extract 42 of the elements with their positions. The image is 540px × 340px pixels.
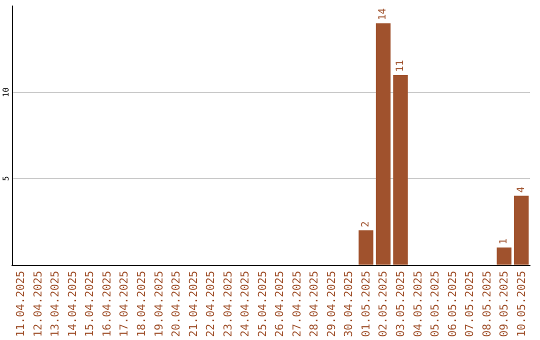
x-tick-label: 04.05.2025 (411, 270, 424, 338)
x-tick-label: 08.05.2025 (480, 270, 494, 338)
bar (358, 230, 374, 265)
x-tick-label: 25.04.2025 (256, 270, 269, 338)
x-tick-label: 17.04.2025 (118, 270, 131, 338)
x-tick-label: 09.05.2025 (498, 270, 511, 338)
x-tick-label: 01.05.2025 (359, 270, 372, 338)
data-label: 2 (360, 221, 372, 228)
x-tick-label: 22.04.2025 (204, 270, 218, 338)
x-tick-label: 15.04.2025 (83, 270, 96, 338)
bar (514, 196, 529, 265)
x-tick-label: 24.04.2025 (238, 270, 252, 338)
x-tick-label: 14.04.2025 (66, 270, 79, 338)
x-tick-label: 27.04.2025 (290, 270, 304, 338)
x-tick-label: 10.05.2025 (514, 270, 528, 338)
x-tick-label: 21.04.2025 (186, 270, 200, 338)
x-tick-label: 30.04.2025 (342, 270, 356, 338)
x-tick-label: 28.04.2025 (308, 270, 321, 338)
data-label: 11 (395, 60, 406, 72)
x-tick-label: 11.04.2025 (14, 270, 28, 338)
x-tick-label: 13.04.2025 (48, 270, 62, 338)
y-tick-label: 10 (2, 87, 10, 98)
bar (376, 23, 391, 265)
y-tick-label: 5 (2, 176, 10, 181)
x-tick-label: 19.04.2025 (152, 270, 166, 338)
x-tick-label: 26.04.2025 (273, 270, 286, 338)
x-tick-label: 05.05.2025 (428, 270, 442, 338)
data-label: 14 (378, 8, 389, 20)
x-tick-label: 18.04.2025 (135, 270, 148, 338)
x-tick-label: 16.04.2025 (100, 270, 114, 338)
x-tick-label: 06.05.2025 (446, 270, 459, 338)
bar (496, 248, 512, 265)
x-tick-label: 29.04.2025 (324, 270, 338, 338)
x-tick-label: 23.04.2025 (221, 270, 234, 338)
data-label: 1 (498, 238, 510, 245)
x-tick-label: 20.04.2025 (170, 270, 183, 338)
x-tick-label: 03.05.2025 (394, 270, 407, 338)
x-tick-label: 07.05.2025 (463, 270, 476, 338)
x-tick-label: 12.04.2025 (31, 270, 44, 338)
bar (393, 75, 408, 265)
x-tick-label: 02.05.2025 (376, 270, 390, 338)
data-label: 4 (516, 186, 527, 193)
